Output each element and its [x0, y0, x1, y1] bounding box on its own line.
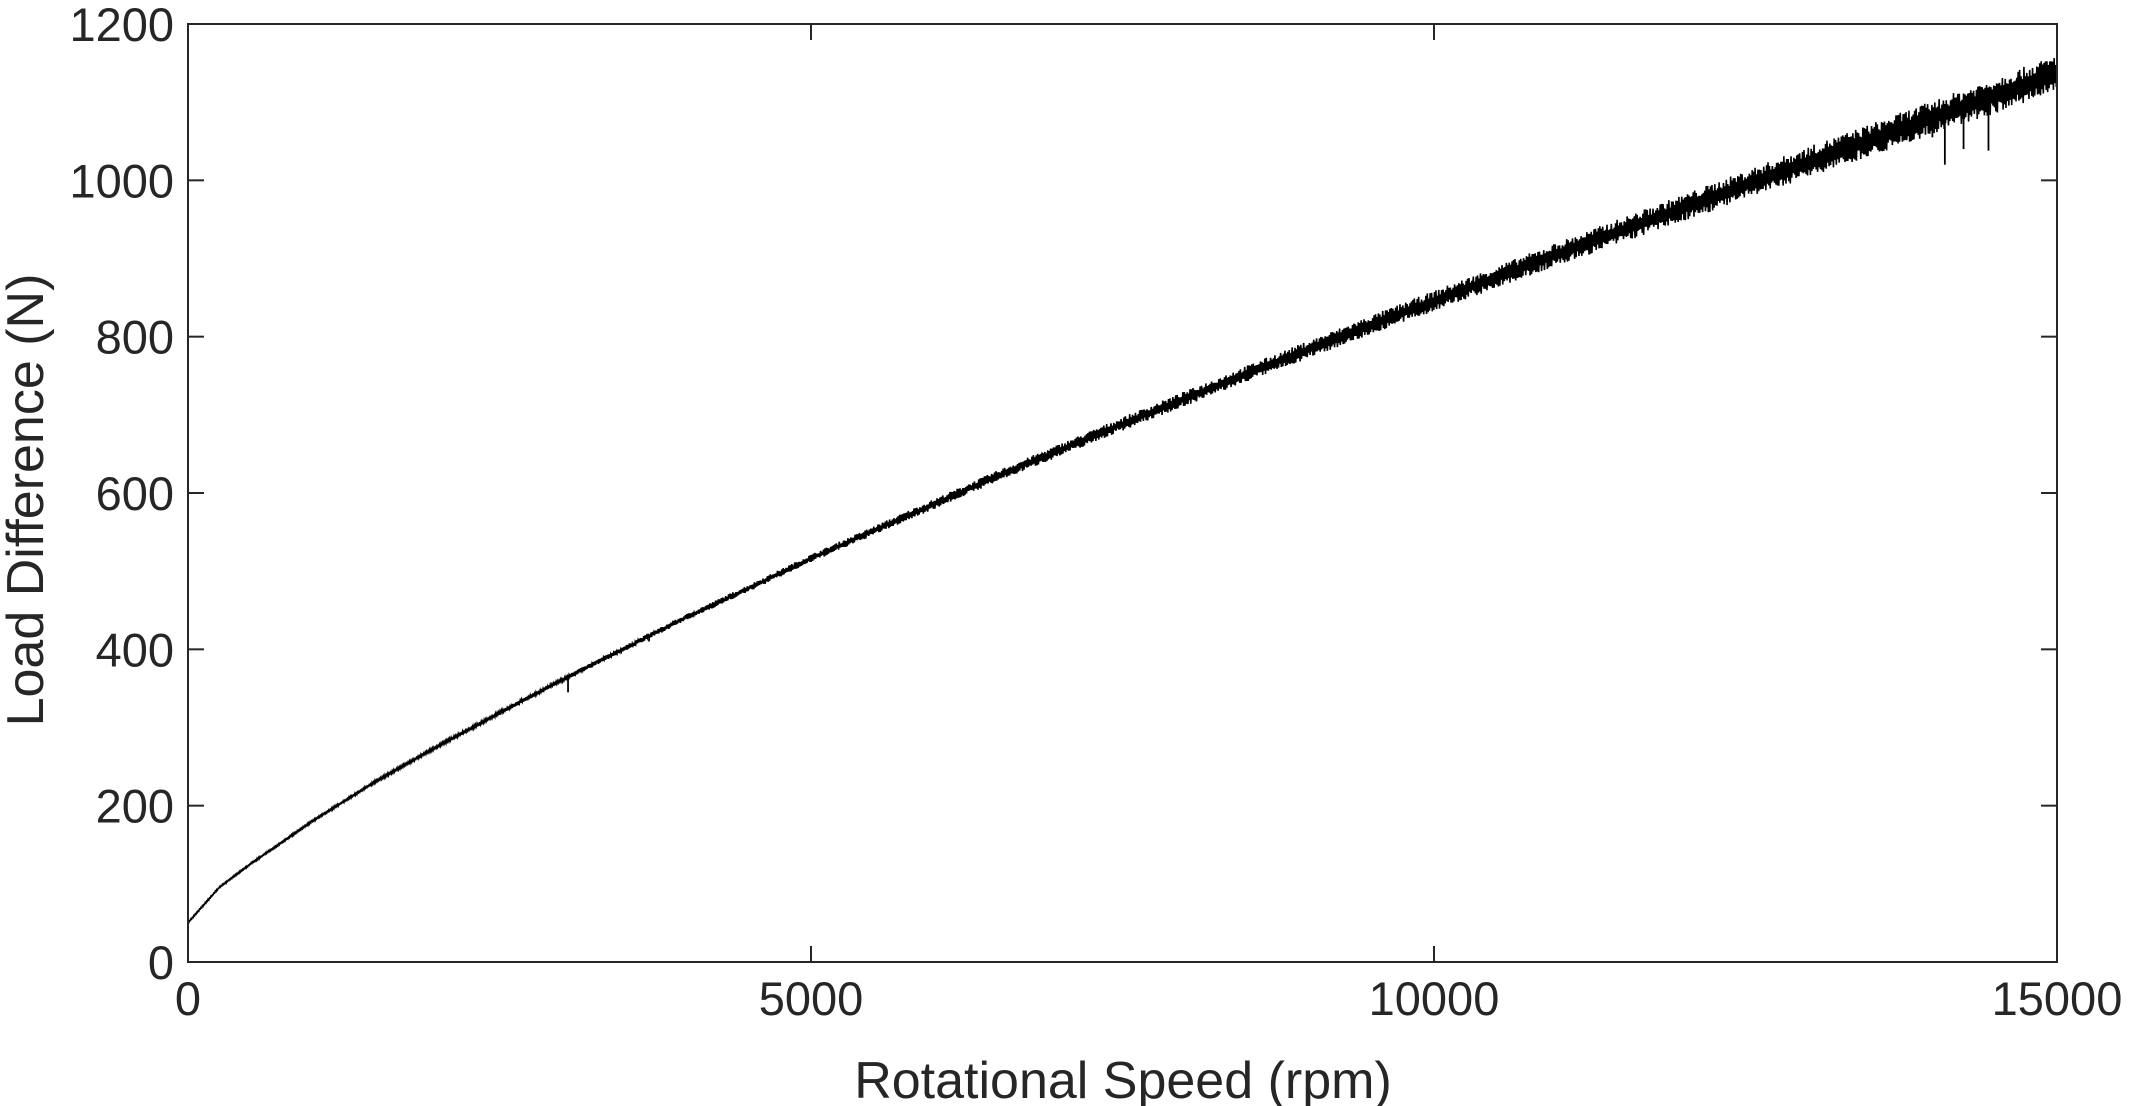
x-tick-label: 5000	[759, 972, 864, 1025]
x-axis-label: Rotational Speed (rpm)	[854, 1052, 1392, 1106]
data-series-line	[187, 58, 2058, 924]
x-tick-label: 0	[175, 972, 201, 1025]
y-tick-label: 0	[148, 936, 174, 989]
y-tick-label: 400	[96, 623, 174, 676]
y-tick-label: 600	[96, 467, 174, 520]
y-tick-label: 800	[96, 311, 174, 364]
y-axis-label: Load Difference (N)	[0, 274, 55, 727]
x-tick-label: 15000	[1992, 972, 2123, 1025]
x-axis: 0 5000 10000 15000	[175, 24, 2122, 1025]
x-tick-label: 10000	[1369, 972, 1500, 1025]
y-axis: 0 200 400 600 800 1000 1200	[69, 0, 2057, 989]
data-layer	[187, 58, 2058, 924]
y-tick-label: 1200	[69, 0, 174, 51]
y-tick-label: 200	[96, 780, 174, 833]
y-tick-label: 1000	[69, 154, 174, 207]
